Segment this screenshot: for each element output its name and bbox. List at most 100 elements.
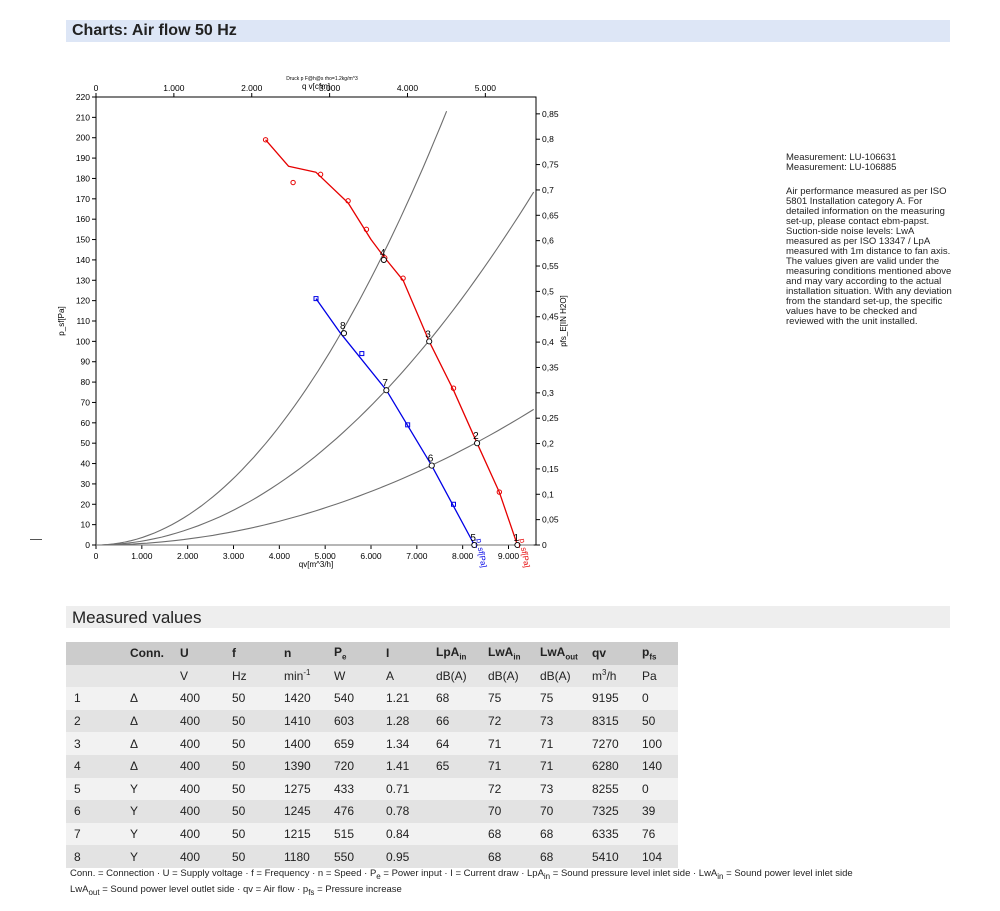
curve-marker [451, 501, 456, 507]
table-row: 7 Y 400 50 1215 515 0.84 68 68 6335 76 [66, 822, 678, 846]
table-cell: 71 [532, 732, 584, 755]
table-cell: 50 [224, 777, 276, 801]
y-tick-label: 0 [85, 540, 90, 550]
measurement-2: Measurement: LU-106885 [786, 162, 897, 173]
y-tick-label: 10 [81, 520, 91, 530]
table-cell: 400 [172, 687, 224, 710]
unit-cell: A [378, 664, 428, 688]
y-right-tick-label: 0,4 [542, 337, 554, 347]
unit-cell: V [172, 664, 224, 688]
table-cell: 68 [532, 822, 584, 846]
table-cell: 7325 [584, 800, 634, 823]
table-cell: 73 [532, 777, 584, 801]
operating-point [383, 387, 390, 394]
measurement-info: Measurement: LU-106631 Measurement: LU-1… [786, 153, 956, 173]
curve-end-label: p_sf[Pa] [474, 538, 488, 568]
y-tick-label: 100 [76, 336, 90, 346]
margin-dash [30, 539, 42, 540]
x-top-axis-label: q v[cfm] [302, 82, 330, 91]
y-right-tick-label: 0,15 [542, 464, 559, 474]
y-right-tick-label: 0,2 [542, 439, 554, 449]
x-tick-label: 0 [94, 551, 99, 561]
table-cell: Δ [122, 687, 172, 710]
system-curve-2 [95, 191, 535, 546]
column-header: LwAin [480, 642, 532, 665]
y-tick-label: 210 [76, 112, 90, 122]
table-cell: 4 [66, 754, 122, 778]
table-cell: 50 [224, 822, 276, 846]
table-cell: 0.78 [378, 800, 428, 823]
operating-point [428, 462, 435, 469]
table-cell: Y [122, 822, 172, 846]
table-cell: 6 [66, 800, 122, 823]
table-cell: 100 [634, 732, 678, 755]
y-tick-label: 120 [76, 296, 90, 306]
table-cell: Y [122, 845, 172, 868]
operating-point [471, 541, 478, 549]
curve-marker [363, 226, 370, 233]
table-cell: 9195 [584, 687, 634, 710]
table-cell: 400 [172, 777, 224, 801]
y-right-tick-label: 0,75 [542, 160, 559, 170]
table-cell: 72 [480, 709, 532, 733]
table-cell: 400 [172, 754, 224, 778]
y-right-tick-label: 0,6 [542, 236, 554, 246]
unit-cell: dB(A) [532, 664, 584, 688]
table-cell: 0.71 [378, 777, 428, 801]
table-cell: 2 [66, 709, 122, 733]
charts-title: Charts: Air flow 50 Hz [72, 22, 237, 39]
table-cell: 0.95 [378, 845, 428, 868]
table-cell: 68 [480, 822, 532, 846]
y-tick-label: 130 [76, 275, 90, 285]
table-cell: 75 [532, 687, 584, 710]
x-tick-label: 3.000 [223, 551, 245, 561]
table-cell: 7 [66, 822, 122, 846]
table-cell: Y [122, 777, 172, 801]
table-row: 6 Y 400 50 1245 476 0.78 70 70 7325 39 [66, 800, 678, 823]
table-cell: 3 [66, 732, 122, 755]
column-header: U [172, 642, 224, 665]
y-tick-label: 190 [76, 153, 90, 163]
column-header: LwAout [532, 642, 584, 665]
curve-marker [317, 171, 324, 178]
x-tick-label: 2.000 [177, 551, 199, 561]
y-tick-label: 30 [81, 479, 91, 489]
y-tick-label: 50 [81, 438, 91, 448]
table-cell: 1.21 [378, 687, 428, 710]
curve-marker [262, 137, 269, 143]
table-cell: 75 [480, 687, 532, 710]
table-cell: 76 [634, 822, 678, 846]
table-cell: 50 [224, 709, 276, 733]
column-header: Conn. [122, 642, 172, 665]
column-header: LpAin [428, 642, 480, 665]
table-cell: 70 [480, 800, 532, 823]
table-cell: 0 [634, 687, 678, 710]
table-cell: 71 [480, 732, 532, 755]
operating-point-label: 7 [382, 378, 388, 389]
unit-cell [122, 664, 172, 688]
column-header: pfs [634, 642, 678, 665]
table-cell: 0 [634, 777, 678, 801]
table-cell: 1.41 [378, 754, 428, 778]
curve-marker [400, 275, 406, 281]
curve-marker [313, 296, 319, 302]
y-tick-label: 20 [81, 499, 91, 509]
y-tick-label: 150 [76, 235, 90, 245]
column-header: f [224, 642, 276, 665]
table-cell: 70 [532, 800, 584, 823]
x-bottom-axis-label: qv[m^3/h] [299, 560, 333, 569]
measured-title: Measured values [72, 608, 202, 627]
table-cell: 433 [326, 777, 378, 801]
y-left-axis-label: p_sf[Pa] [57, 306, 66, 335]
table-cell: 65 [428, 754, 480, 778]
table-cell: 1410 [276, 709, 326, 733]
y-tick-label: 80 [81, 377, 91, 387]
measurement-1: Measurement: LU-106631 [786, 152, 897, 163]
table-cell: 8315 [584, 709, 634, 733]
x-tick-label: 4.000 [269, 551, 291, 561]
table-cell: 1180 [276, 845, 326, 868]
table-cell: 50 [224, 845, 276, 868]
table-cell: 0.84 [378, 822, 428, 846]
